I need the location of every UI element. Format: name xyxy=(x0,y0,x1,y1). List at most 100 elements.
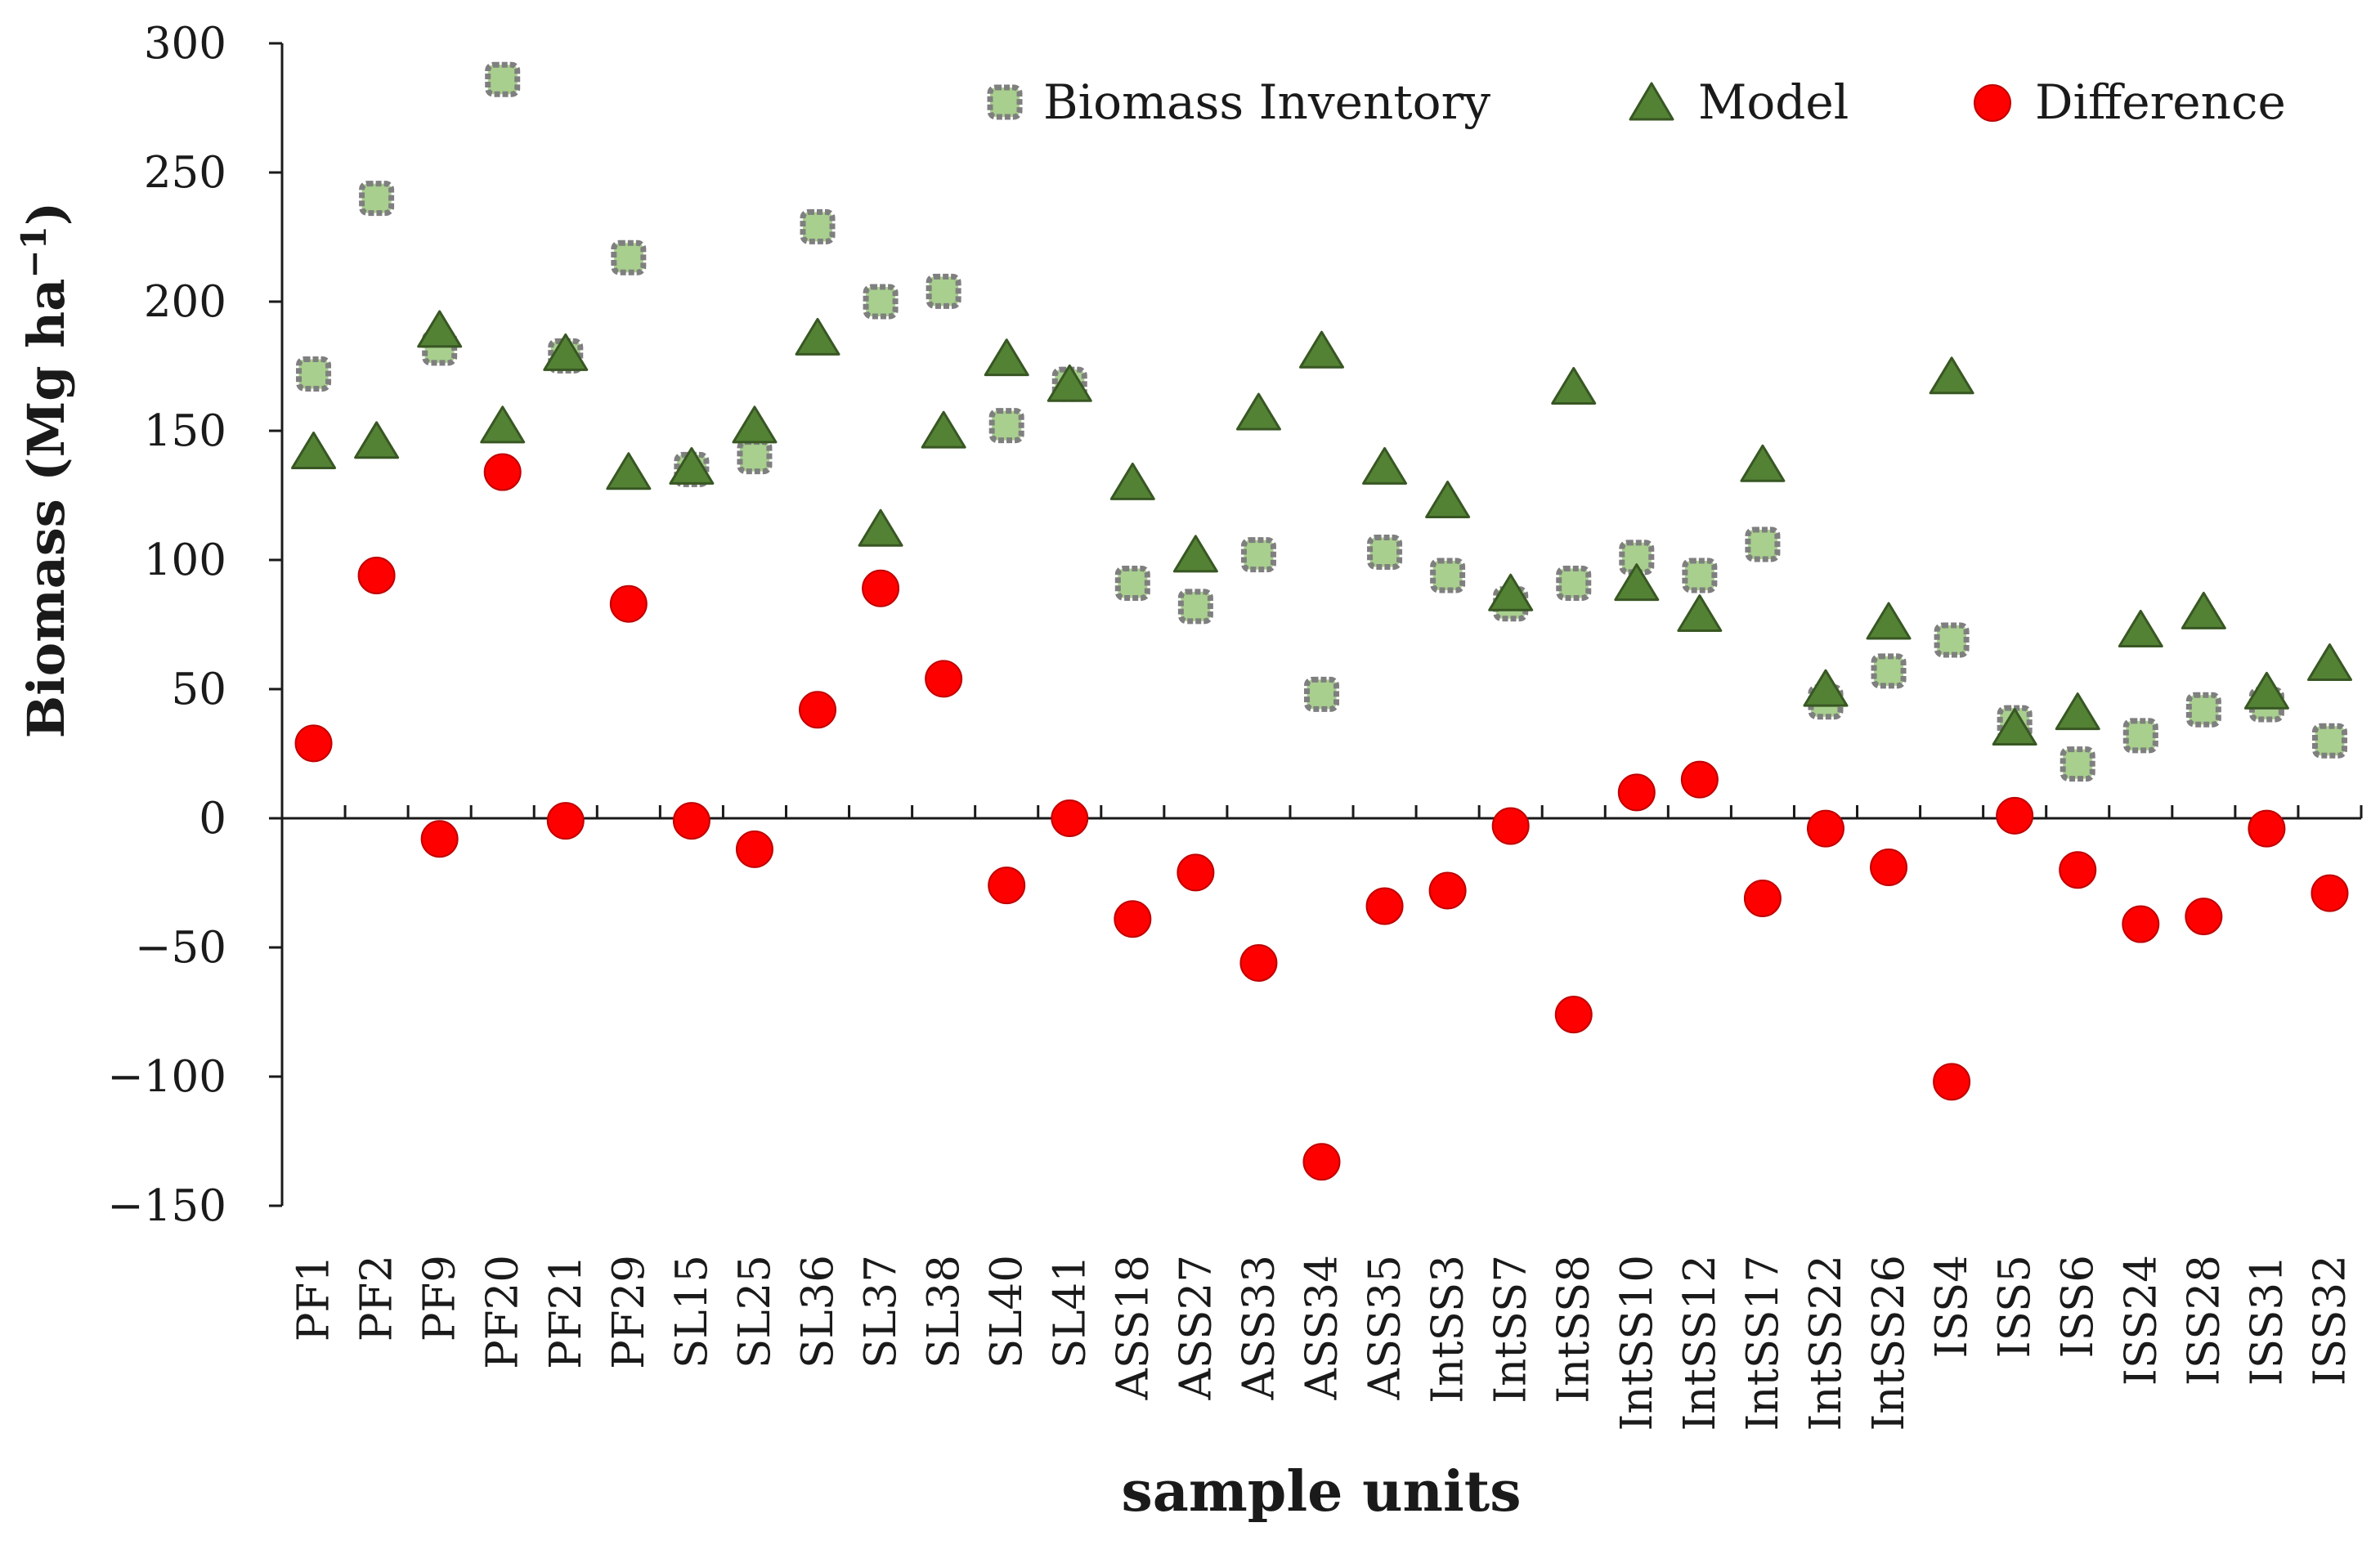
data-points xyxy=(291,61,2352,1181)
model-point xyxy=(1866,602,1912,640)
y-tick-label: −100 xyxy=(107,1052,226,1102)
x-tick-label: SL15 xyxy=(667,1255,717,1368)
x-tick-label: SL40 xyxy=(982,1255,1032,1368)
model-point xyxy=(1929,356,1974,395)
biomass-inventory-point xyxy=(800,208,836,244)
difference-point xyxy=(1365,887,1404,925)
model-point xyxy=(1551,366,1597,405)
difference-point xyxy=(357,556,396,594)
x-tick-label: PF21 xyxy=(541,1255,591,1369)
y-tick-label: 0 xyxy=(199,794,226,844)
x-tick-label: IntSS7 xyxy=(1486,1255,1536,1404)
x-tick-label: IntSS22 xyxy=(1801,1255,1851,1431)
x-tick-label: SL41 xyxy=(1045,1255,1095,1368)
x-tick-label: IntSS8 xyxy=(1549,1255,1599,1404)
biomass-inventory-point xyxy=(1745,526,1781,562)
difference-point xyxy=(1996,796,2034,835)
y-tick-label: 50 xyxy=(172,665,226,714)
x-tick-label: ASS33 xyxy=(1234,1255,1284,1400)
model-point xyxy=(1047,364,1092,402)
x-tick-label: PF20 xyxy=(478,1255,528,1369)
difference-point xyxy=(1177,853,1215,892)
difference-point xyxy=(862,569,900,607)
x-axis-title: sample units xyxy=(1121,1459,1521,1525)
biomass-inventory-point xyxy=(611,240,647,275)
x-tick-label: PF29 xyxy=(604,1255,654,1369)
difference-point xyxy=(2185,898,2223,936)
difference-point xyxy=(925,660,963,698)
difference-point xyxy=(799,691,837,729)
biomass-inventory-point xyxy=(926,273,961,309)
difference-point xyxy=(1491,807,1530,845)
model-point xyxy=(2306,643,2352,682)
difference-point xyxy=(483,453,522,491)
series-model xyxy=(291,310,2352,746)
series-biomass-inventory xyxy=(296,61,2347,782)
y-tick-label: 100 xyxy=(144,535,226,585)
model-point xyxy=(1172,535,1218,573)
model-point xyxy=(291,431,337,469)
model-point xyxy=(1740,444,1786,482)
axes xyxy=(269,42,2363,1207)
difference-point xyxy=(1302,1143,1341,1181)
difference-point xyxy=(1933,1063,1971,1101)
y-tick-label: −50 xyxy=(135,923,226,973)
difference-point xyxy=(546,802,585,840)
legend-marker-biomass-inventory xyxy=(987,84,1023,120)
biomass-inventory-point xyxy=(1240,537,1276,573)
x-tick-label: ISS5 xyxy=(1990,1255,2040,1358)
y-tick-label: 150 xyxy=(144,406,226,456)
legend: Biomass Inventory Model Difference xyxy=(987,74,2286,130)
x-tick-label: SL37 xyxy=(856,1255,906,1368)
biomass-inventory-point xyxy=(2122,718,2158,754)
model-point xyxy=(732,405,778,444)
difference-point xyxy=(1870,849,1908,887)
x-tick-label: PF1 xyxy=(289,1255,339,1341)
difference-point xyxy=(1743,879,1782,917)
biomass-inventory-point xyxy=(2060,746,2095,782)
model-point xyxy=(606,452,652,490)
difference-point xyxy=(2059,851,2097,889)
biomass-inventory-point xyxy=(1871,653,1907,689)
difference-point xyxy=(1051,799,1089,837)
y-axis-title-main: Biomass (Mg ha xyxy=(16,279,76,739)
legend-marker-difference xyxy=(1974,84,2011,122)
model-point xyxy=(354,421,400,459)
x-tick-label: ISS28 xyxy=(2179,1255,2229,1386)
biomass-inventory-point xyxy=(1934,622,1970,658)
difference-point xyxy=(672,802,710,840)
model-point xyxy=(669,446,715,485)
model-point xyxy=(417,310,463,348)
model-point xyxy=(1235,392,1281,431)
model-point xyxy=(1488,573,1534,611)
difference-point xyxy=(1554,996,1593,1034)
legend-label-model: Model xyxy=(1698,74,1849,130)
x-tick-label: SL38 xyxy=(919,1255,969,1368)
biomass-inventory-point xyxy=(1367,535,1403,571)
biomass-inventory-point xyxy=(1682,558,1718,593)
y-axis-title: Biomass (Mg ha−1) xyxy=(14,202,76,738)
x-tick-label: ASS27 xyxy=(1171,1255,1221,1400)
biomass-inventory-point xyxy=(2311,723,2347,759)
legend-label-difference: Difference xyxy=(2035,74,2286,130)
model-point xyxy=(2181,591,2226,629)
model-point xyxy=(480,405,526,444)
difference-point xyxy=(988,867,1026,905)
biomass-inventory-point xyxy=(1430,558,1466,593)
biomass-inventory-point xyxy=(2185,692,2221,728)
model-point xyxy=(1299,330,1344,369)
x-tick-label: ASS18 xyxy=(1108,1255,1158,1400)
biomass-inventory-point xyxy=(1304,676,1339,712)
series-difference xyxy=(294,453,2349,1181)
difference-point xyxy=(1617,773,1656,812)
y-tick-label: 200 xyxy=(144,277,226,327)
x-tick-label: IntSS3 xyxy=(1423,1255,1473,1404)
y-axis-title-close: ) xyxy=(16,202,76,226)
x-tick-label: SL25 xyxy=(730,1255,780,1368)
x-tick-label: ASS35 xyxy=(1360,1255,1410,1400)
biomass-inventory-point xyxy=(988,408,1024,444)
y-tick-label: 300 xyxy=(144,19,226,69)
x-tick-label: ISS32 xyxy=(2305,1255,2355,1386)
model-point xyxy=(1425,480,1471,518)
